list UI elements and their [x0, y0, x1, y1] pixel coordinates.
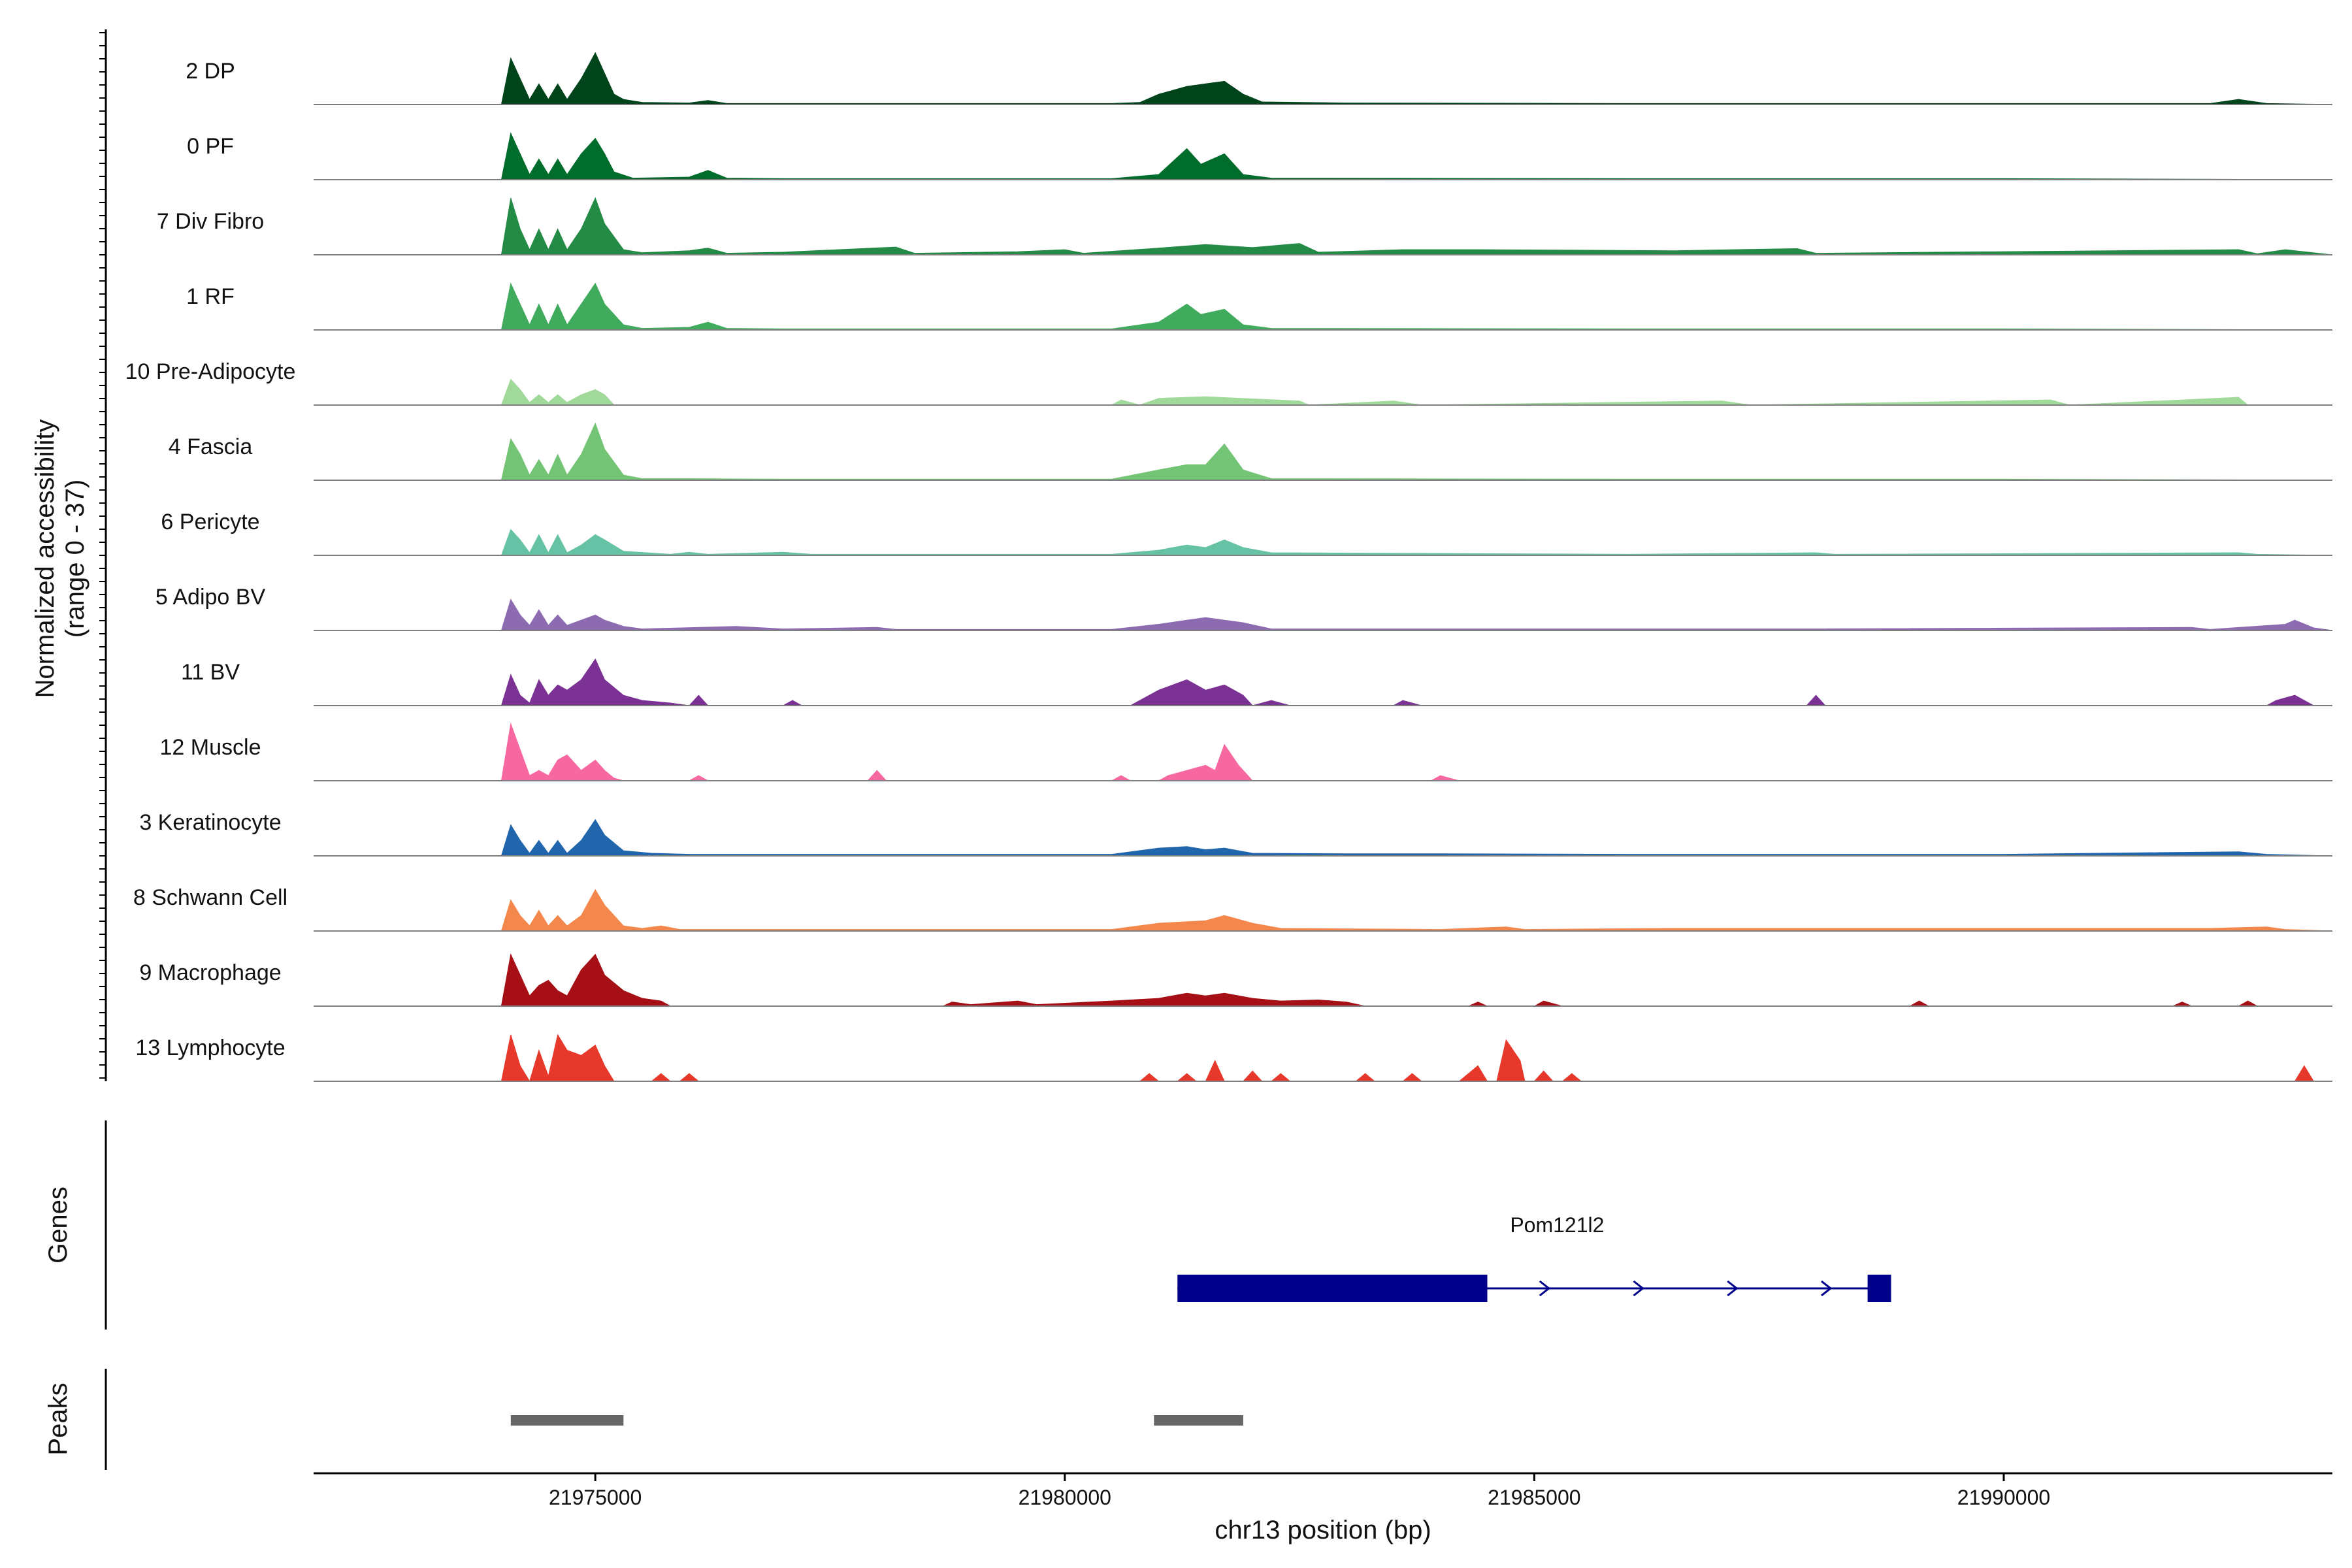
- track-label: 8 Schwann Cell: [133, 885, 287, 910]
- track-label: 9 Macrophage: [139, 960, 281, 985]
- coverage-area: [500, 889, 2333, 932]
- x-tick-label: 21985000: [1488, 1486, 1580, 1509]
- accessibility-axis-ticks: [99, 32, 106, 1079]
- strand-arrow: [1539, 1280, 1551, 1297]
- track: 13 Lymphocyte: [135, 1034, 2332, 1083]
- coverage-area: [500, 529, 2333, 556]
- strand-arrow: [1727, 1280, 1739, 1297]
- gene-exon: [1177, 1275, 1488, 1302]
- gene-name-label: Pom121l2: [1510, 1213, 1604, 1237]
- coverage-area: [500, 422, 2333, 481]
- track: 4 Fascia: [169, 422, 2333, 481]
- track: 10 Pre-Adipocyte: [125, 359, 2332, 406]
- x-tick-label: 21980000: [1019, 1486, 1111, 1509]
- coverage-area: [500, 197, 2333, 255]
- track-label: 2 DP: [186, 59, 235, 84]
- track: 2 DP: [186, 52, 2333, 105]
- track: 8 Schwann Cell: [133, 885, 2333, 932]
- track-label: 1 RF: [186, 284, 235, 309]
- track: 12 Muscle: [160, 722, 2332, 781]
- peaks-axis-title: Peaks: [44, 1382, 73, 1455]
- coverage-area: [500, 282, 2333, 331]
- track: 1 RF: [186, 282, 2333, 331]
- y-axis-title-line2: (range 0 - 37): [61, 480, 90, 638]
- track: 6 Pericyte: [161, 510, 2333, 556]
- peak-region: [510, 1415, 624, 1426]
- x-tick-label: 21990000: [1957, 1486, 2050, 1509]
- y-axis-title-line1: Normalized accessibility: [31, 419, 59, 698]
- coverage-area: [500, 722, 2332, 781]
- track: 3 Keratinocyte: [139, 810, 2333, 857]
- coverage-area: [500, 1034, 2332, 1083]
- track-label: 3 Keratinocyte: [139, 810, 281, 835]
- track-label: 10 Pre-Adipocyte: [125, 359, 296, 384]
- strand-arrow: [1182, 1280, 1194, 1297]
- strand-arrow: [1633, 1280, 1644, 1297]
- peak-region: [1154, 1415, 1243, 1426]
- x-tick-label: 21975000: [549, 1486, 642, 1509]
- track: 11 BV: [181, 658, 2332, 706]
- genes-axis-title: Genes: [44, 1186, 73, 1264]
- track-label: 11 BV: [181, 660, 240, 685]
- coverage-area: [500, 52, 2333, 105]
- gene-track: Pom121l2: [1177, 1213, 1891, 1302]
- track-label: 6 Pericyte: [161, 510, 259, 534]
- strand-arrow: [1820, 1280, 1833, 1297]
- track: 7 Div Fibro: [157, 197, 2333, 255]
- coverage-area: [500, 132, 2333, 180]
- track: 0 PF: [187, 132, 2333, 180]
- track-label: 7 Div Fibro: [157, 209, 264, 234]
- x-axis-title: chr13 position (bp): [1215, 1516, 1431, 1544]
- track: 5 Adipo BV: [155, 585, 2333, 631]
- track-label: 13 Lymphocyte: [135, 1036, 285, 1060]
- x-axis-ticks: 21975000 21980000 21985000 21990000: [549, 1473, 2050, 1509]
- gene-exon: [1867, 1275, 1891, 1302]
- track-label: 4 Fascia: [169, 434, 253, 459]
- track-label: 0 PF: [187, 134, 234, 159]
- coverage-area: [500, 598, 2333, 631]
- track-label: 5 Adipo BV: [155, 585, 266, 610]
- coverage-tracks: 2 DP 0 PF 7 Div Fibro 1 RF 10 Pre-Adipocyte 4…: [125, 52, 2333, 1083]
- coverage-area: [500, 819, 2333, 857]
- peaks-track: [510, 1415, 1243, 1426]
- track: 9 Macrophage: [139, 953, 2332, 1007]
- track-label: 12 Muscle: [160, 735, 261, 760]
